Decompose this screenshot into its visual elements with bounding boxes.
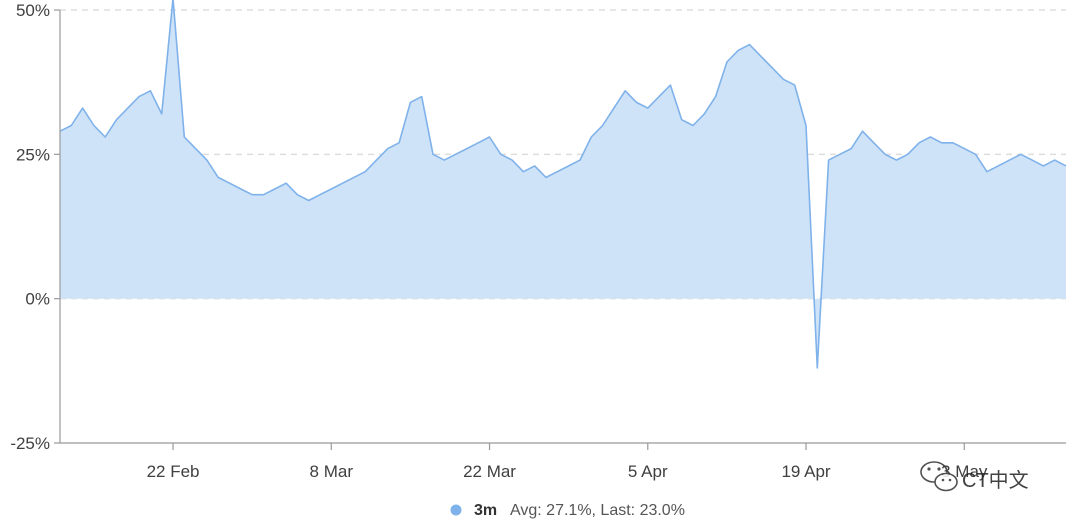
y-axis-ticks: 50% 25% 0% -25% xyxy=(10,1,60,453)
x-tick-label: 19 Apr xyxy=(781,462,830,481)
y-tick-label: -25% xyxy=(10,434,50,453)
x-axis-ticks: 22 Feb 8 Mar 22 Mar 5 Apr 19 Apr 3 May xyxy=(147,443,988,481)
watermark-text: CT中文 xyxy=(962,469,1029,492)
x-tick-label: 8 Mar xyxy=(310,462,354,481)
x-tick-label: 22 Feb xyxy=(147,462,200,481)
series-area-fill xyxy=(60,0,1066,368)
axes xyxy=(59,10,1066,444)
watermark-logo: CT中文 xyxy=(920,461,1029,492)
legend[interactable]: 3m Avg: 27.1%, Last: 23.0% xyxy=(450,502,685,519)
wechat-icon xyxy=(920,461,958,492)
y-tick-label: 50% xyxy=(16,1,50,20)
x-tick-label: 22 Mar xyxy=(463,462,516,481)
x-tick-label: 5 Apr xyxy=(628,462,668,481)
y-tick-label: 0% xyxy=(25,290,50,309)
area-series xyxy=(59,0,1067,369)
legend-series-stats: Avg: 27.1%, Last: 23.0% xyxy=(510,502,685,519)
legend-marker xyxy=(450,504,462,516)
legend-series-name: 3m xyxy=(474,502,497,519)
series-line[interactable] xyxy=(59,0,1067,369)
y-tick-label: 25% xyxy=(16,145,50,164)
